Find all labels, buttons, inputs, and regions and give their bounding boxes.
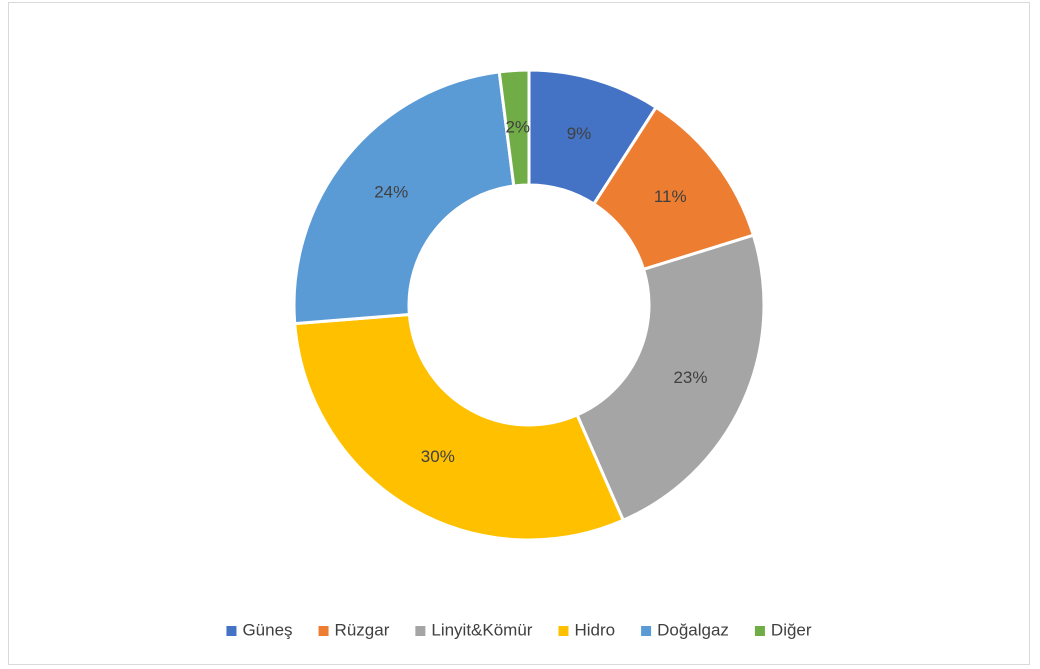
legend-label: Doğalgaz: [657, 620, 729, 639]
data-label: 9%: [567, 124, 592, 143]
data-label: 30%: [421, 447, 455, 466]
data-label: 11%: [654, 187, 687, 206]
legend-label: Hidro: [574, 620, 615, 639]
legend-label: Diğer: [771, 620, 812, 639]
legend-swatch: [558, 626, 569, 636]
donut-slice: [575, 233, 766, 523]
legend-swatch: [754, 626, 765, 636]
legend-label: Linyit&Kömür: [431, 620, 532, 639]
legend-swatch: [226, 626, 237, 636]
legend-swatch: [641, 626, 652, 636]
donut-slice: [497, 68, 531, 188]
legend-label: Rüzgar: [335, 620, 390, 639]
legend-swatch: [415, 626, 426, 636]
legend-swatch: [318, 626, 329, 636]
donut-slice: [292, 70, 516, 326]
data-label: 24%: [374, 183, 408, 202]
donut-slice: [293, 312, 626, 542]
data-label: 23%: [673, 368, 707, 387]
legend-label: Güneş: [242, 620, 292, 639]
data-label: 2%: [505, 117, 530, 136]
